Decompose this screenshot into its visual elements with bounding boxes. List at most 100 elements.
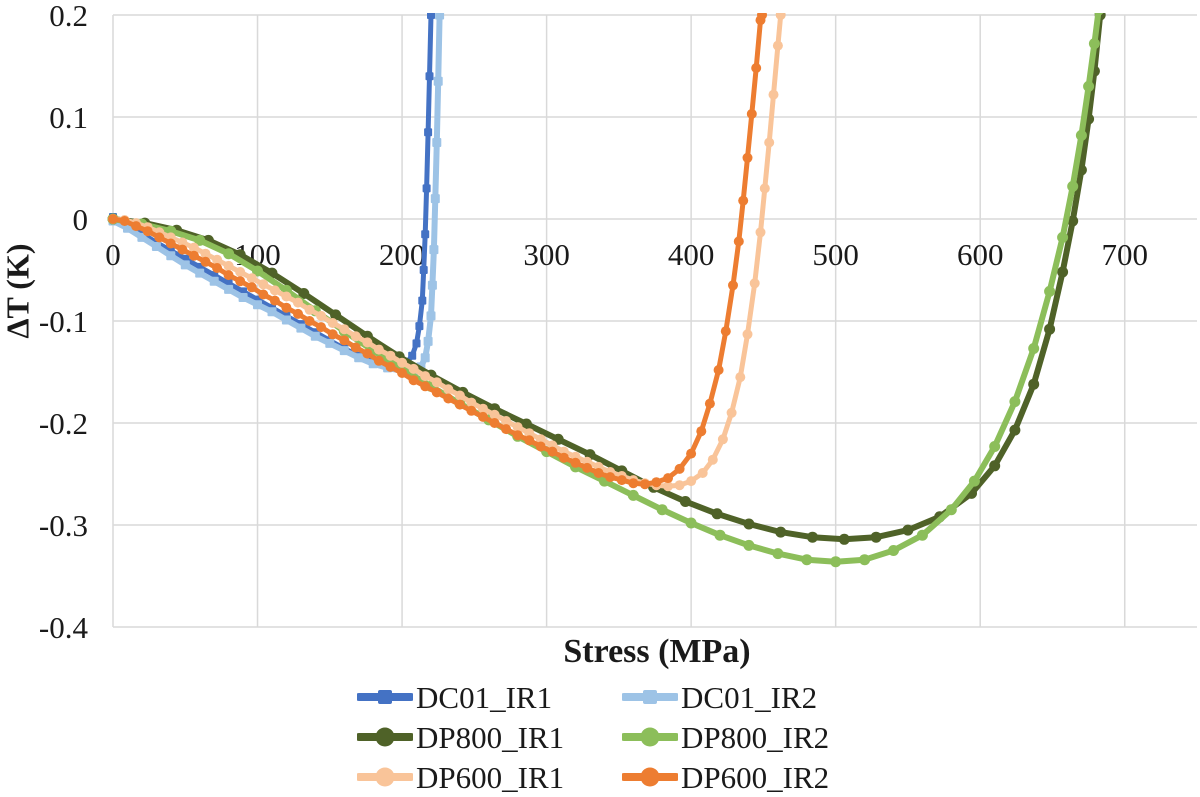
legend-marker <box>375 767 395 787</box>
data-point-marker <box>304 316 315 326</box>
series-line-DP600_IR1 <box>110 13 784 489</box>
data-point-marker <box>427 13 435 19</box>
data-point-marker <box>212 254 223 265</box>
legend-swatch-circle-icon <box>357 727 413 747</box>
y-tick-labels: 0.2 0.1 0 -0.1 -0.2 -0.3 -0.4 <box>39 0 89 645</box>
data-point-marker <box>916 529 928 541</box>
data-point-marker <box>1044 323 1056 335</box>
data-point-marker <box>362 337 373 348</box>
data-point-marker <box>746 108 757 119</box>
data-point-marker <box>830 556 842 568</box>
data-point-marker <box>154 232 165 243</box>
data-point-marker <box>310 331 320 341</box>
data-point-marker <box>443 384 454 395</box>
data-point-marker <box>339 335 350 346</box>
data-point-marker <box>524 435 535 446</box>
x-axis-title: Stress (MPa) <box>563 633 751 670</box>
data-point-marker <box>419 266 428 274</box>
x-tick-label: 600 <box>957 237 1004 272</box>
data-point-marker <box>1044 285 1056 297</box>
data-point-marker <box>775 13 786 20</box>
data-point-marker <box>433 76 443 86</box>
legend-row: DP800_IR1 DP800_IR2 <box>357 717 829 757</box>
data-point-marker <box>757 13 767 20</box>
data-point-marker <box>772 548 784 560</box>
data-point-marker <box>1083 80 1095 92</box>
x-tick-label: 0 <box>105 237 121 272</box>
data-point-marker <box>420 381 431 392</box>
data-point-marker <box>298 288 310 299</box>
data-point-marker <box>697 468 708 478</box>
series-line-DP800_IR1 <box>110 13 1104 543</box>
data-point-marker <box>412 339 421 348</box>
legend-label: DP800_IR2 <box>681 719 830 755</box>
legend-marker <box>640 727 660 747</box>
data-point-marker <box>385 350 396 361</box>
data-point-marker <box>443 393 454 404</box>
data-point-marker <box>327 318 338 328</box>
data-point-marker <box>520 418 532 430</box>
data-point-marker <box>1075 129 1087 141</box>
legend-swatch-square-icon <box>357 690 413 704</box>
data-point-marker <box>166 251 176 261</box>
data-point-marker <box>253 300 262 310</box>
data-point-marker <box>478 411 488 422</box>
data-point-marker <box>180 260 190 270</box>
y-tick-label: -0.3 <box>39 508 88 543</box>
data-point-marker <box>627 489 639 501</box>
data-point-marker <box>558 452 569 463</box>
legend-label: DP600_IR2 <box>681 759 830 795</box>
data-point-marker <box>663 473 673 484</box>
legend-item-DC01_IR1: DC01_IR1 <box>357 682 622 713</box>
data-point-marker <box>651 477 662 488</box>
data-point-marker <box>707 454 718 465</box>
data-point-marker <box>570 457 581 468</box>
data-point-marker <box>424 128 433 137</box>
legend-item-DP800_IR1: DP800_IR1 <box>357 722 622 753</box>
data-point-marker <box>713 365 724 375</box>
data-point-marker <box>720 326 731 337</box>
data-point-marker <box>293 297 303 308</box>
data-point-marker <box>1057 231 1069 243</box>
data-point-marker <box>281 315 291 325</box>
data-point-marker <box>194 234 206 246</box>
data-point-marker <box>200 256 211 267</box>
legend-label: DP600_IR1 <box>416 759 565 795</box>
data-point-marker <box>870 531 882 543</box>
x-tick-label: 500 <box>812 237 859 272</box>
data-point-marker <box>373 355 384 366</box>
data-point-marker <box>350 342 361 353</box>
data-point-marker <box>696 426 707 437</box>
data-point-marker <box>501 424 512 435</box>
data-point-marker <box>362 348 373 359</box>
data-point-marker <box>656 504 668 516</box>
x-tick-labels: 0 100 200 300 400 500 600 700 <box>105 237 1148 272</box>
data-point-marker <box>212 263 223 273</box>
data-point-marker <box>989 460 1001 472</box>
data-point-marker <box>902 524 914 536</box>
data-point-marker <box>354 353 364 363</box>
data-point-marker <box>775 526 787 538</box>
data-point-marker <box>704 398 715 409</box>
data-point-marker <box>235 267 246 277</box>
data-point-marker <box>304 304 315 315</box>
data-point-marker <box>427 280 437 290</box>
data-point-marker <box>466 397 477 408</box>
data-point-marker <box>281 302 292 313</box>
data-point-marker <box>224 284 234 294</box>
data-point-marker <box>616 475 627 486</box>
data-point-marker <box>350 331 361 342</box>
data-point-marker <box>489 418 500 428</box>
data-point-marker <box>728 280 738 291</box>
data-point-marker <box>421 230 430 239</box>
data-point-marker <box>1088 38 1100 50</box>
data-point-marker <box>325 338 335 348</box>
x-tick-label: 300 <box>523 237 570 272</box>
data-point-marker <box>373 344 384 355</box>
legend-label: DC01_IR2 <box>681 679 818 715</box>
data-point-marker <box>801 554 813 566</box>
data-point-marker <box>524 428 535 439</box>
data-point-marker <box>420 371 431 382</box>
y-tick-label: -0.1 <box>39 304 88 339</box>
